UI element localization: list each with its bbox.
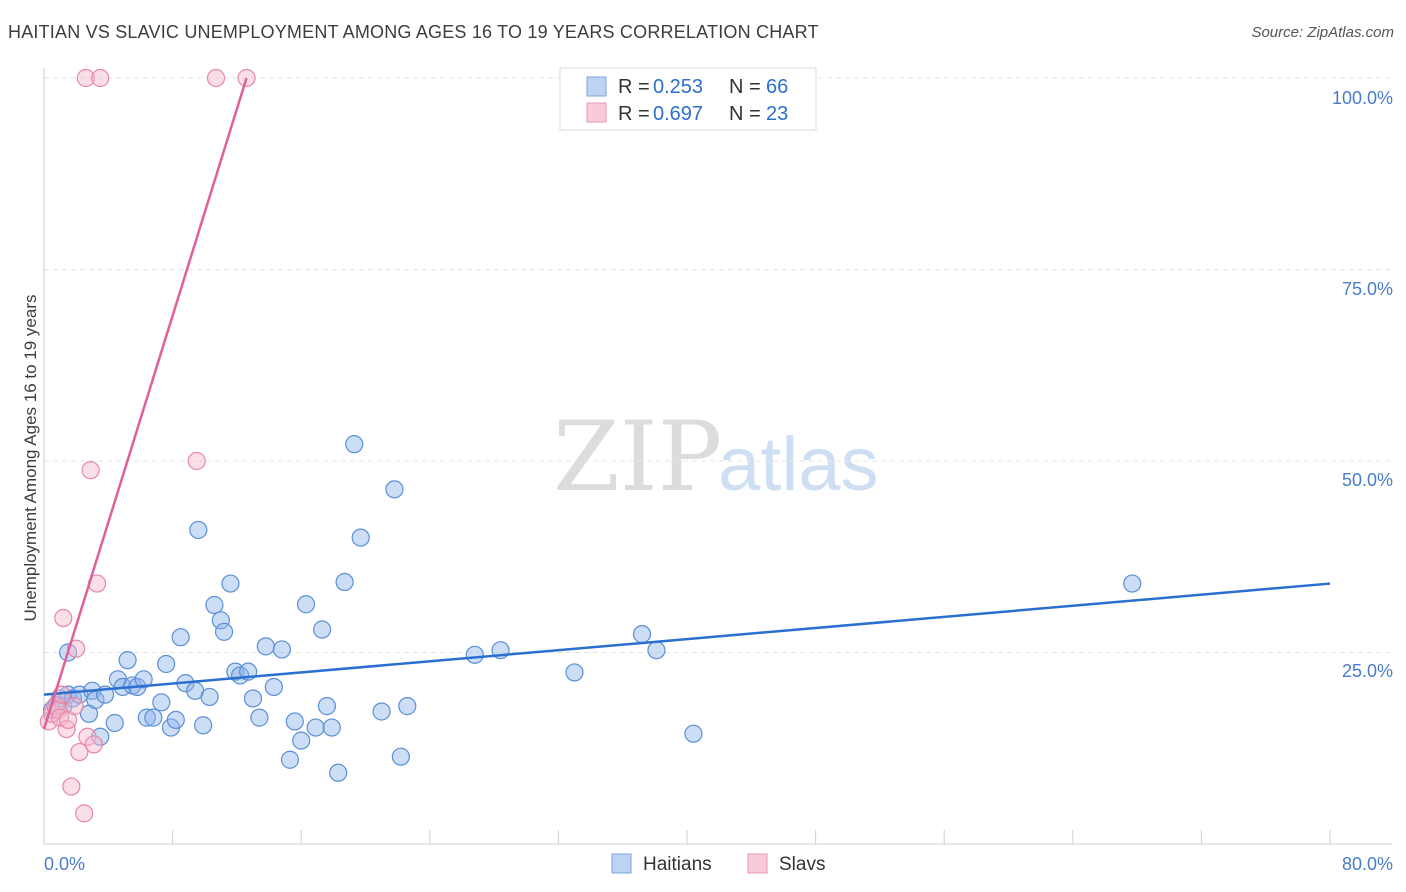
series-legend-label-slavs: Slavs (779, 854, 825, 875)
point-slavs (62, 777, 81, 796)
gridlines (44, 77, 1392, 653)
legend-swatch-slavs (586, 102, 607, 123)
point-haitians (157, 654, 176, 674)
point-slavs (75, 804, 94, 823)
point-haitians (221, 574, 240, 593)
y-tick-label-75: 75.0% (1342, 279, 1393, 299)
point-slavs (81, 461, 100, 480)
legend-r-label-haitians: R = (618, 76, 650, 98)
point-haitians (398, 697, 417, 716)
point-slavs (206, 68, 226, 88)
stats-legend: R = 0.253 N = 66 R = 0.697 N = 23 (559, 67, 817, 131)
point-haitians (391, 747, 410, 766)
point-haitians (285, 712, 304, 731)
y-tick-label-50: 50.0% (1342, 470, 1393, 490)
point-haitians (256, 637, 275, 656)
point-slavs (91, 68, 110, 88)
point-haitians (296, 595, 316, 614)
legend-swatch-haitians (586, 76, 607, 97)
x-tick-label-min: 0.0% (44, 854, 85, 874)
point-haitians (189, 520, 208, 540)
point-haitians (264, 677, 283, 697)
point-haitians (118, 651, 137, 670)
watermark-atlas: atlas (718, 422, 879, 507)
y-tick-label-25: 25.0% (1342, 661, 1393, 681)
y-axis-label: Unemployment Among Ages 16 to 19 years (21, 295, 40, 622)
trend-line-haitians (43, 582, 1331, 696)
point-haitians (345, 435, 364, 454)
point-haitians (565, 663, 584, 682)
point-haitians (205, 595, 224, 615)
legend-n-value-slavs: 23 (766, 103, 788, 125)
point-haitians (250, 708, 269, 727)
point-haitians (105, 713, 124, 733)
series-legend-swatch-slavs (747, 853, 768, 874)
legend-r-value-haitians: 0.253 (653, 76, 703, 98)
legend-n-label-haitians: N = (729, 76, 761, 98)
point-haitians (86, 690, 105, 710)
point-haitians (292, 731, 311, 750)
point-slavs (76, 68, 95, 88)
point-haitians (632, 625, 652, 644)
trend-line-slavs (42, 77, 248, 730)
series-legend: Haitians Slavs (611, 853, 825, 875)
point-haitians (684, 724, 703, 743)
y-tick-label-100: 100.0% (1332, 88, 1393, 108)
point-haitians (214, 622, 234, 641)
point-haitians (351, 528, 370, 547)
point-haitians (200, 687, 219, 707)
point-haitians (166, 710, 185, 730)
point-slavs (67, 639, 86, 658)
point-haitians (134, 670, 153, 689)
x-tick-label-max: 80.0% (1342, 854, 1393, 874)
point-haitians (322, 718, 341, 737)
point-haitians (647, 641, 666, 660)
point-haitians (372, 702, 391, 721)
chart-title: HAITIAN VS SLAVIC UNEMPLOYMENT AMONG AGE… (8, 22, 819, 42)
legend-n-value-haitians: 66 (766, 76, 788, 98)
point-haitians (1123, 574, 1142, 593)
point-haitians (335, 572, 354, 592)
point-haitians (152, 693, 171, 712)
point-slavs (84, 735, 103, 754)
legend-r-value-slavs: 0.697 (653, 103, 703, 125)
point-slavs (57, 719, 76, 739)
point-haitians (243, 689, 263, 708)
point-haitians (312, 620, 332, 639)
series-legend-swatch-haitians (611, 853, 632, 874)
point-haitians (194, 716, 213, 735)
point-haitians (306, 718, 325, 737)
point-slavs (65, 697, 84, 716)
point-haitians (465, 645, 484, 664)
series-legend-label-haitians: Haitians (643, 854, 712, 875)
chart-source: Source: ZipAtlas.com (1251, 24, 1394, 41)
point-slavs (70, 742, 89, 762)
point-slavs (187, 451, 206, 471)
trend-lines (42, 77, 1331, 730)
point-haitians (137, 708, 156, 727)
legend-n-label-slavs: N = (729, 103, 761, 125)
point-slavs (54, 608, 73, 628)
point-haitians (317, 697, 337, 716)
point-haitians (272, 640, 292, 659)
legend-r-label-slavs: R = (618, 103, 650, 125)
point-haitians (329, 763, 348, 782)
point-haitians (144, 708, 163, 727)
point-haitians (211, 611, 230, 630)
point-haitians (385, 480, 404, 499)
point-haitians (171, 628, 190, 647)
point-haitians (280, 750, 300, 769)
watermark-zip: ZIP (553, 401, 722, 513)
